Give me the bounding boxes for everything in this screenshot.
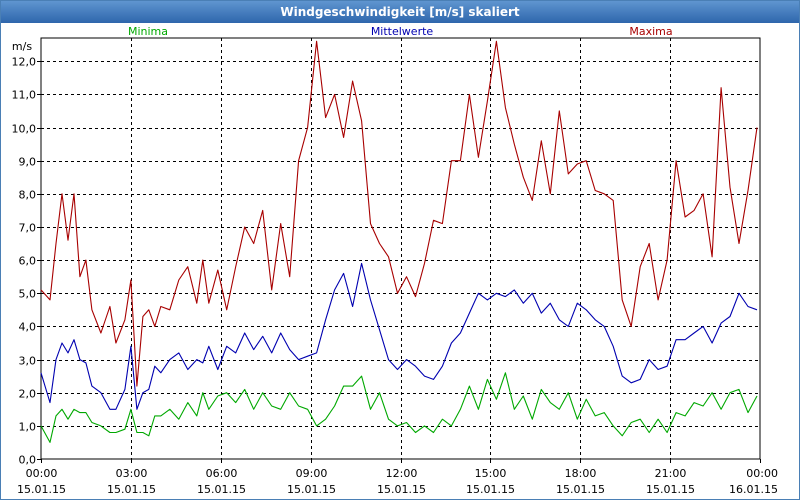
y-tick-label-9: 9,0 xyxy=(19,156,37,169)
x-tick-date-6: 15.01.15 xyxy=(556,483,605,496)
x-tick-time-4: 12:00 xyxy=(386,467,418,480)
x-tick-time-1: 03:00 xyxy=(116,467,148,480)
x-tick-time-5: 15:00 xyxy=(475,467,507,480)
series-line-minima xyxy=(40,372,758,443)
grid xyxy=(41,38,760,459)
y-axis-label: m/s xyxy=(12,40,32,53)
plot-frame xyxy=(40,37,761,460)
x-tick-date-0: 15.01.15 xyxy=(17,483,66,496)
x-tick-date-2: 15.01.15 xyxy=(197,483,246,496)
x-tick-time-0: 00:00 xyxy=(26,467,58,480)
x-tick-date-7: 15.01.15 xyxy=(646,483,695,496)
axes: 0,0 1,0 2,0 3,0 4,0 5,0 6,0 7,0 8,0 9,0 10,0 11,0 12… xyxy=(12,37,778,496)
y-tick-label-4: 4,0 xyxy=(19,321,37,334)
y-tick-label-12: 12,0 xyxy=(12,56,37,69)
x-tick-time-2: 06:00 xyxy=(206,467,238,480)
series-lines xyxy=(40,40,758,443)
y-tick-label-6: 6,0 xyxy=(19,255,37,268)
x-tick-date-4: 15.01.15 xyxy=(377,483,426,496)
y-tick-label-10: 10,0 xyxy=(12,123,37,136)
x-tick-date-8: 16.01.15 xyxy=(729,483,778,496)
series-line-maxima xyxy=(40,40,758,387)
legend-entry-mittelwerte: Mittelwerte xyxy=(371,25,434,38)
x-tick-time-6: 18:00 xyxy=(565,467,597,480)
x-tick-date-1: 15.01.15 xyxy=(107,483,156,496)
window-title: Windgeschwindigkeit [m/s] skaliert xyxy=(1,1,799,23)
y-tick-label-0: 0,0 xyxy=(19,454,37,467)
y-tick-label-11: 11,0 xyxy=(12,89,37,102)
y-tick-label-1: 1,0 xyxy=(19,421,37,434)
y-tick-label-3: 3,0 xyxy=(19,355,37,368)
x-tick-date-3: 15.01.15 xyxy=(287,483,336,496)
legend-entry-minima: Minima xyxy=(128,25,168,38)
legend-entry-maxima: Maxima xyxy=(629,25,672,38)
series-line-mittelwerte xyxy=(40,262,758,410)
legend: Minima Mittelwerte Maxima xyxy=(128,25,673,38)
x-tick-date-5: 15.01.15 xyxy=(466,483,515,496)
y-tick-label-8: 8,0 xyxy=(19,189,37,202)
y-tick-label-7: 7,0 xyxy=(19,222,37,235)
x-tick-time-8: 00:00 xyxy=(746,467,778,480)
x-tick-time-3: 09:00 xyxy=(296,467,328,480)
y-tick-label-5: 5,0 xyxy=(19,288,37,301)
x-tick-time-7: 21:00 xyxy=(655,467,687,480)
y-tick-label-2: 2,0 xyxy=(19,388,37,401)
